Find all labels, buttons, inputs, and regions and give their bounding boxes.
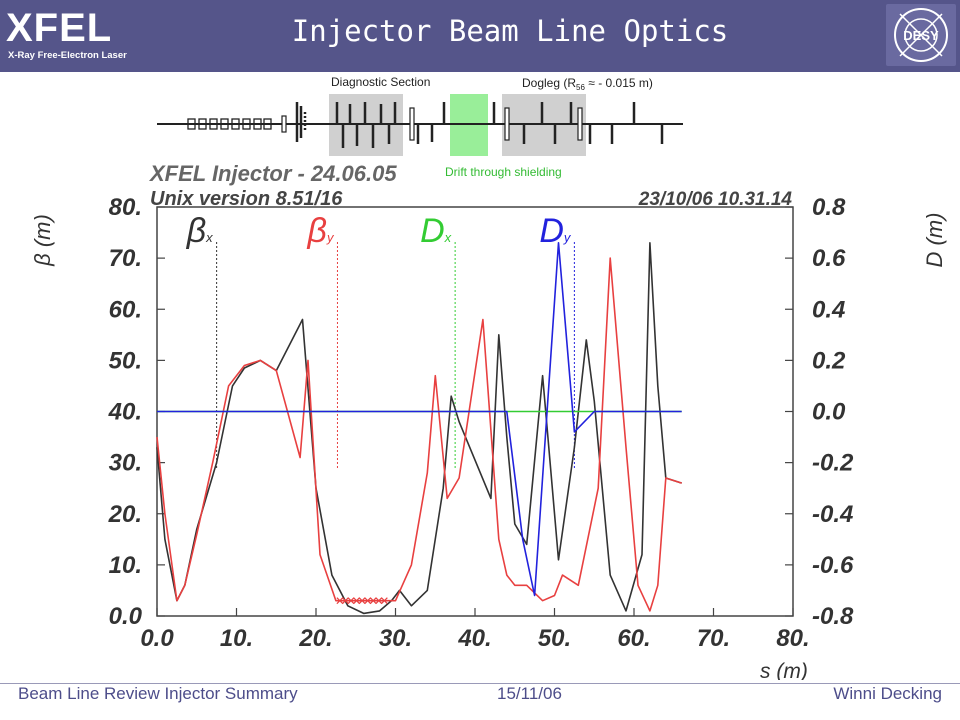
beta-y-marker — [375, 597, 383, 605]
diagnostic-section-label: Diagnostic Section — [331, 75, 430, 89]
series-line-βy — [156, 257, 682, 612]
series-line-βx — [156, 242, 682, 615]
x-tick-label: 40. — [457, 625, 491, 652]
y2-tick-label: 0.0 — [812, 399, 846, 426]
beta-y-marker — [358, 597, 366, 605]
dogleg-label-suffix: ≈ - 0.015 m) — [585, 76, 653, 90]
series-group — [156, 242, 682, 615]
lattice-schematic: Diagnostic Section Dogleg (R56 ≈ - 0.015… — [157, 75, 683, 179]
dogleg-label: Dogleg (R56 ≈ - 0.015 m) — [522, 76, 653, 92]
y2-tick-label: 0.4 — [812, 296, 845, 323]
legend-entry: βy — [307, 212, 335, 250]
footer-author: Winni Decking — [833, 684, 942, 703]
beta-y-marker — [347, 597, 355, 605]
y2-tick-label: 0.6 — [812, 245, 846, 272]
plot-header-line2: Unix version 8.51/16 — [150, 188, 343, 210]
x-axis-label: s (m) — [760, 660, 808, 680]
x-tick-label: 70. — [697, 625, 730, 652]
beta-dispersion-chart: XFEL Injector - 24.06.05 Unix version 8.… — [30, 161, 947, 680]
y-tick-label: 30. — [109, 450, 142, 477]
y2-axis-label: D (m) — [922, 213, 947, 268]
x-tick-label: 0.0 — [140, 625, 174, 652]
y-tick-label: 20. — [108, 501, 142, 528]
footer: Beam Line Review Injector Summary 15/11/… — [0, 676, 960, 720]
y-tick-labels: 0.0 10. 20. 30. 40. 50. 60. 70. 80. — [108, 194, 143, 630]
footer-left: Beam Line Review Injector Summary — [18, 684, 298, 703]
y2-tick-labels: -0.8 -0.6 -0.4 -0.2 0.0 0.2 0.4 0.6 0.8 — [812, 194, 854, 630]
xfel-logo-subtitle: X-Ray Free-Electron Laser — [8, 50, 127, 61]
legend-entry: Dy — [539, 212, 572, 250]
drift-shielding-label: Drift through shielding — [445, 165, 562, 179]
y2-tick-label: 0.2 — [812, 347, 846, 374]
y-tick-label: 50. — [109, 347, 142, 374]
lattice-magnets — [295, 102, 664, 148]
y2-tick-label: -0.2 — [812, 450, 854, 477]
series-line-Dy — [157, 242, 682, 597]
y-tick-label: 80. — [109, 194, 142, 221]
beta-y-marker — [364, 597, 372, 605]
beta-y-marker — [353, 597, 360, 605]
y-tick-label: 60. — [109, 296, 142, 323]
x-tick-label: 10. — [220, 625, 253, 652]
y2-tick-label: -0.8 — [812, 603, 854, 630]
y-axis-label: β (m) — [30, 214, 55, 267]
y-tick-label: 0.0 — [109, 603, 143, 630]
x-tick-label: 60. — [617, 625, 650, 652]
x-tick-labels: 0.0 10. 20. 30. 40. 50. 60. 70. 80. — [140, 625, 809, 652]
beta-y-marker — [380, 597, 388, 605]
xfel-logo-text: XFEL — [6, 6, 113, 50]
legend-leaders — [216, 242, 575, 470]
desy-logo: DESY — [886, 4, 956, 66]
lattice-dipoles — [281, 107, 583, 141]
y-tick-label: 70. — [109, 245, 142, 272]
footer-date: 15/11/06 — [497, 684, 562, 703]
y2-tick-label: 0.8 — [812, 194, 846, 221]
dogleg-label-prefix: Dogleg (R — [522, 76, 576, 90]
legend-entry: Dx — [420, 212, 452, 250]
x-tick-label: 20. — [298, 625, 332, 652]
dogleg-label-sub: 56 — [576, 83, 585, 92]
plot-timestamp: 23/10/06 10.31.14 — [638, 189, 793, 210]
title-bar: XFEL X-Ray Free-Electron Laser Injector … — [0, 0, 960, 72]
desy-logo-text: DESY — [903, 28, 939, 43]
y-tick-label: 40. — [108, 399, 142, 426]
y2-tick-label: -0.6 — [812, 552, 854, 579]
beta-y-marker — [369, 597, 377, 605]
desy-logo-icon: DESY — [894, 8, 948, 62]
legend-entry: βx — [186, 212, 213, 250]
page-title: Injector Beam Line Optics — [291, 14, 729, 48]
x-tick-label: 30. — [379, 625, 412, 652]
footer-rule — [0, 683, 960, 684]
beta-y-markers — [336, 597, 388, 605]
x-tick-label: 80. — [776, 625, 809, 652]
y2-tick-label: -0.4 — [812, 501, 853, 528]
x-tick-label: 50. — [538, 625, 571, 652]
legend: βx βy Dx Dy — [186, 212, 572, 250]
beta-y-marker — [336, 597, 344, 605]
y-tick-label: 10. — [109, 552, 142, 579]
plot-header-line1: XFEL Injector - 24.06.05 — [148, 161, 397, 186]
xfel-logo: XFEL X-Ray Free-Electron Laser — [6, 6, 146, 64]
gun-cavities — [187, 118, 272, 130]
beta-y-marker — [341, 597, 349, 605]
